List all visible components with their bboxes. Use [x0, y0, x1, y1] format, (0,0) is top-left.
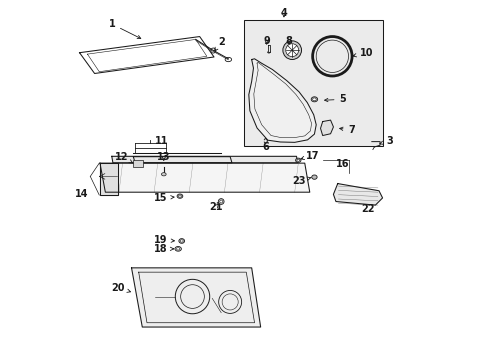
Polygon shape [133, 157, 231, 163]
Circle shape [282, 41, 301, 59]
Ellipse shape [176, 248, 180, 250]
FancyBboxPatch shape [244, 21, 382, 146]
Text: 18: 18 [153, 244, 173, 254]
Ellipse shape [177, 194, 183, 198]
Ellipse shape [312, 98, 316, 101]
Text: 20: 20 [111, 283, 130, 293]
Circle shape [219, 200, 222, 203]
Text: 12: 12 [114, 152, 133, 163]
Ellipse shape [310, 97, 317, 102]
Text: 4: 4 [280, 8, 287, 18]
Text: 22: 22 [361, 204, 374, 214]
Text: 5: 5 [324, 94, 346, 104]
Polygon shape [320, 120, 333, 135]
Text: 7: 7 [339, 125, 354, 135]
Text: 9: 9 [263, 36, 269, 46]
Text: 6: 6 [262, 142, 269, 152]
Text: 8: 8 [285, 36, 292, 46]
Text: 23: 23 [291, 176, 310, 186]
Circle shape [285, 44, 298, 57]
Text: 17: 17 [300, 150, 318, 161]
Text: 13: 13 [157, 152, 170, 162]
Text: 1: 1 [108, 19, 141, 39]
Polygon shape [333, 184, 382, 205]
Circle shape [218, 199, 224, 204]
Ellipse shape [161, 173, 166, 176]
Text: 16: 16 [335, 159, 349, 169]
Text: 3: 3 [379, 136, 392, 145]
Polygon shape [248, 59, 316, 142]
Text: 10: 10 [352, 48, 373, 58]
Polygon shape [112, 156, 297, 163]
Polygon shape [100, 163, 309, 192]
Text: 15: 15 [154, 193, 174, 203]
Polygon shape [100, 163, 118, 195]
Ellipse shape [175, 247, 181, 251]
Ellipse shape [179, 239, 184, 243]
Text: 2: 2 [214, 37, 224, 51]
Polygon shape [131, 268, 260, 327]
Text: 14: 14 [75, 189, 88, 199]
Text: 19: 19 [154, 235, 174, 245]
Text: 11: 11 [155, 136, 168, 146]
Ellipse shape [178, 195, 181, 197]
Ellipse shape [295, 158, 301, 162]
Ellipse shape [296, 159, 299, 161]
Ellipse shape [180, 240, 183, 242]
Text: 21: 21 [209, 202, 222, 212]
Ellipse shape [311, 175, 317, 179]
Bar [133, 159, 143, 167]
